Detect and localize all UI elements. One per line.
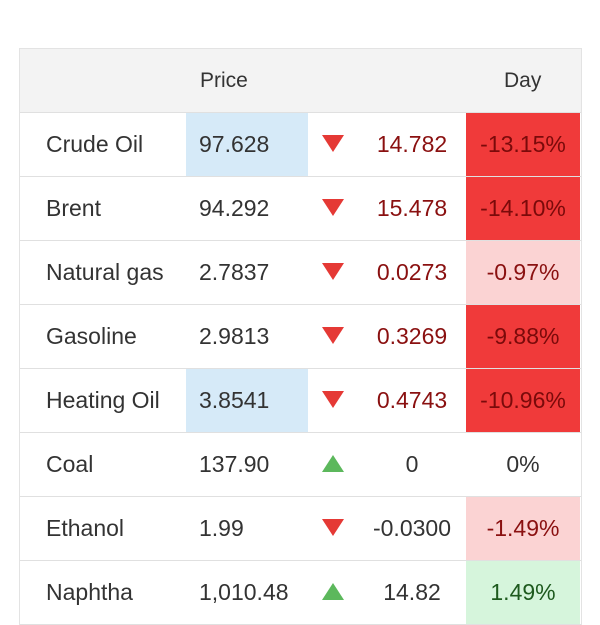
down-arrow-icon <box>308 177 358 240</box>
commodity-name: Crude Oil <box>46 131 144 157</box>
up-arrow-icon <box>308 561 358 624</box>
price-cell: 97.628 <box>186 113 308 176</box>
down-arrow-icon <box>308 241 358 304</box>
change-cell: 0 <box>405 451 419 477</box>
day-change-cell: -13.15% <box>466 113 580 176</box>
day-change-cell: -10.96% <box>466 369 580 432</box>
day-column-header[interactable]: Day <box>504 69 542 92</box>
commodity-name: Brent <box>46 195 101 221</box>
price-cell: 1,010.48 <box>199 579 289 605</box>
price-cell: 137.90 <box>199 451 270 477</box>
table-row[interactable]: Coal 137.90 0 0% <box>20 433 581 497</box>
commodity-name: Heating Oil <box>46 387 160 413</box>
change-cell: 14.782 <box>376 131 448 157</box>
change-cell: 15.478 <box>376 195 448 221</box>
down-arrow-icon <box>308 113 358 176</box>
down-arrow-icon <box>308 497 358 560</box>
down-arrow-icon <box>308 305 358 368</box>
down-arrow-icon <box>308 369 358 432</box>
commodity-name: Coal <box>46 451 94 477</box>
table-header: Price Day <box>20 49 581 113</box>
commodity-name: Naphtha <box>46 579 133 605</box>
change-cell: 0.4743 <box>376 387 448 413</box>
price-cell: 1.99 <box>199 515 244 541</box>
price-cell: 94.292 <box>199 195 270 221</box>
table-row[interactable]: Heating Oil 3.8541 0.4743 -10.96% <box>20 369 581 433</box>
change-cell: -0.0300 <box>372 515 451 541</box>
table-row[interactable]: Natural gas 2.7837 0.0273 -0.97% <box>20 241 581 305</box>
change-cell: 14.82 <box>383 579 441 605</box>
day-change-cell: -9.88% <box>466 305 580 368</box>
day-change-cell: 1.49% <box>466 561 580 624</box>
commodities-table: Price Day Crude Oil 97.628 14.782 -13.15… <box>19 48 582 625</box>
up-arrow-icon <box>308 433 358 496</box>
day-change-cell: -14.10% <box>466 177 580 240</box>
day-change-cell: 0% <box>466 433 580 496</box>
table-row[interactable]: Brent 94.292 15.478 -14.10% <box>20 177 581 241</box>
price-cell: 2.9813 <box>199 323 270 349</box>
price-cell: 3.8541 <box>186 369 308 432</box>
commodity-name: Gasoline <box>46 323 137 349</box>
table-row[interactable]: Gasoline 2.9813 0.3269 -9.88% <box>20 305 581 369</box>
price-cell: 2.7837 <box>199 259 270 285</box>
table-row[interactable]: Ethanol 1.99 -0.0300 -1.49% <box>20 497 581 561</box>
table-row[interactable]: Crude Oil 97.628 14.782 -13.15% <box>20 113 581 177</box>
day-change-cell: -1.49% <box>466 497 580 560</box>
change-cell: 0.0273 <box>376 259 448 285</box>
price-column-header[interactable]: Price <box>200 69 248 92</box>
day-change-cell: -0.97% <box>466 241 580 304</box>
commodity-name: Natural gas <box>46 259 164 285</box>
commodity-name: Ethanol <box>46 515 125 541</box>
change-cell: 0.3269 <box>376 323 448 349</box>
table-row[interactable]: Naphtha 1,010.48 14.82 1.49% <box>20 561 581 625</box>
